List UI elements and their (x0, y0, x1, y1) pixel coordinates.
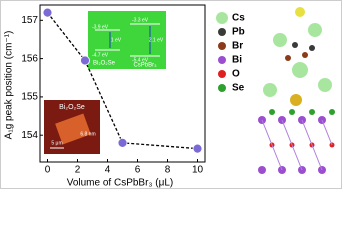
band-inset (88, 11, 166, 69)
plot-frame (39, 4, 206, 163)
legend-label: Se (232, 83, 245, 94)
band-label: -4.7 eV (92, 52, 109, 58)
legend-swatch (218, 56, 226, 64)
afm-flake (55, 113, 91, 145)
data-point (80, 55, 90, 66)
band-label: -3.3 eV (132, 17, 149, 23)
y-tick-label: 156 (21, 53, 38, 64)
x-tick-label: 10 (192, 165, 204, 176)
afm-label: 6.8 nm (80, 131, 95, 137)
afm-label: Bi₂O₂Se (59, 104, 85, 111)
legend-label: Bi (232, 55, 242, 66)
legend-swatch (218, 28, 226, 36)
page: {"chart_data": {"type": "line", "x_label… (0, 0, 342, 189)
legend-label: Br (232, 41, 243, 52)
x-tick-label: 2 (75, 165, 81, 176)
figure: Volume of CsPbBr₃ (μL) A₁g peak position… (0, 0, 342, 189)
data-point (42, 7, 53, 18)
data-point (192, 143, 203, 154)
band-label: 2.1 eV (149, 37, 164, 43)
data-point (117, 137, 128, 148)
x-axis-label: Volume of CsPbBr₃ (μL) (67, 178, 174, 189)
band-label: Bi₂O₂Se (93, 61, 116, 67)
x-tick-label: 6 (135, 165, 141, 176)
y-tick-label: 155 (21, 92, 38, 103)
legend-label: Cs (232, 13, 245, 24)
x-tick-label: 8 (165, 165, 171, 176)
legend-swatch (218, 84, 226, 92)
legend-swatch (216, 12, 228, 24)
y-tick-label: 157 (21, 15, 38, 26)
legend-label: Pb (232, 27, 245, 38)
y-axis-label: A₁g peak position (cm⁻¹) (4, 31, 15, 140)
band-label: 1 eV (111, 37, 122, 43)
y-tick-label: 154 (21, 130, 38, 141)
series-line (46, 12, 198, 150)
legend-label: O (232, 69, 240, 80)
x-tick-label: 0 (45, 165, 51, 176)
legend-swatch (218, 70, 226, 78)
band-label: -5.4 eV (132, 57, 149, 63)
x-tick-label: 4 (105, 165, 111, 176)
legend-swatch (218, 42, 226, 50)
afm-label: 5 μm (51, 140, 62, 146)
band-label: -3.9 eV (92, 24, 109, 30)
band-label: CsPbBr₃ (133, 63, 157, 69)
crystal-structure (256, 4, 338, 184)
